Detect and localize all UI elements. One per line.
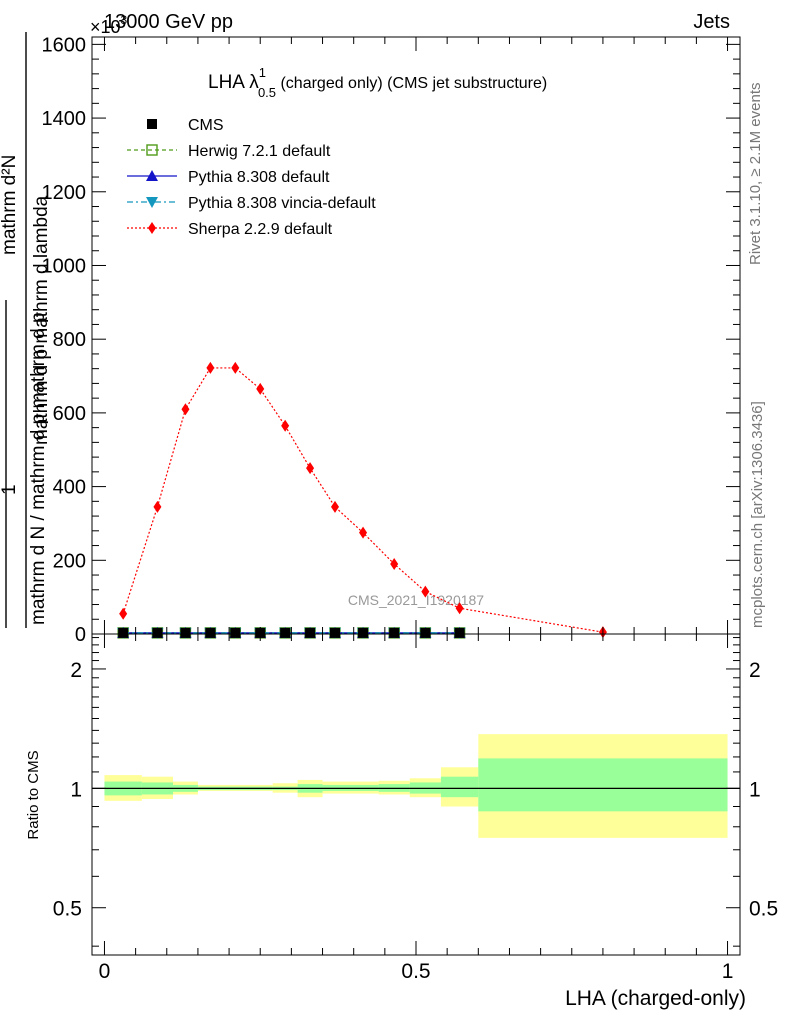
chart-title: LHA λ1 0.5 (charged only) (CMS jet substr… (208, 65, 547, 100)
legend-item: Herwig 7.2.1 default (127, 143, 331, 160)
y-tick-label: 1200 (42, 182, 87, 204)
y-tick-label: 1600 (42, 34, 87, 56)
x-tick-label: 0 (99, 960, 111, 983)
sherpa-marker (359, 526, 368, 539)
x-tick-label: 0.5 (401, 960, 430, 983)
cms-marker (280, 627, 291, 638)
cms-marker (118, 627, 129, 638)
legend-label: Pythia 8.308 vincia-default (188, 195, 376, 212)
legend-item: Pythia 8.308 default (127, 169, 330, 186)
ratio-inner-band (478, 758, 728, 812)
sherpa-marker (231, 361, 240, 374)
cms-marker (305, 627, 316, 638)
title-main: LHA λ (208, 72, 259, 93)
legend-item: Sherpa 2.2.9 default (127, 221, 333, 238)
ratio-bands (104, 734, 728, 838)
y-tick-label: 200 (53, 550, 86, 572)
herwig-marker (146, 144, 158, 156)
ratio-axes: 0.5 0.5 1 1 2 2 0 0.5 1 (53, 634, 778, 983)
process-label: Jets (693, 11, 730, 33)
main-y-axis-label: mathrm d²N mathrm d p mathrm d lambda 1 … (0, 32, 52, 628)
sherpa-marker (331, 500, 339, 513)
sherpa-marker (281, 419, 290, 432)
x-tick-label: 1 (722, 960, 734, 983)
ratio-y-tick-label: 2 (70, 659, 82, 682)
sherpa-marker (206, 361, 215, 374)
cms-marker (180, 627, 191, 638)
x-axis-label: LHA (charged-only) (565, 987, 746, 1010)
multiplier-exponent: 3 (121, 13, 128, 27)
series-1 (118, 627, 465, 638)
cms-marker (454, 627, 465, 638)
pythia-marker (146, 170, 158, 181)
ylabel-numerator-tail: mathrm d p mathrm d lambda (31, 195, 52, 445)
cms-marker (420, 627, 431, 638)
ratio-frame (91, 633, 741, 956)
sherpa-marker (181, 403, 190, 416)
rivet-label: Rivet 3.1.10, ≥ 2.1M events (747, 83, 764, 266)
sherpa-marker (119, 607, 128, 620)
sherpa-marker (306, 462, 315, 475)
y-tick-label: 1000 (42, 255, 87, 277)
sherpa-marker (421, 585, 430, 598)
legend-item: CMS (147, 117, 224, 134)
legend-label: Sherpa 2.2.9 default (188, 221, 333, 238)
cms-marker (358, 627, 369, 638)
legend-label: CMS (188, 117, 224, 134)
energy-label: 13000 GeV pp (104, 11, 233, 33)
ylabel-one: 1 (0, 484, 20, 495)
ratio-y-axis-label: Ratio to CMS (25, 750, 42, 839)
y-tick-label: 400 (53, 477, 86, 499)
y-tick-label: 800 (53, 329, 86, 351)
main-axes: 0 200 400 600 800 1000 1200 1400 1600 (42, 34, 740, 646)
sherpa-marker (153, 500, 162, 513)
cms-marker (147, 119, 157, 129)
y-tick-label: 0 (75, 624, 86, 646)
legend-item: Pythia 8.308 vincia-default (127, 195, 376, 212)
analysis-watermark: CMS_2021_I1920187 (348, 592, 484, 608)
title-superscript: 1 (259, 65, 266, 80)
sherpa-marker (148, 222, 156, 234)
ratio-y-tick-label-right: 1 (749, 778, 761, 801)
y-tick-label: 600 (53, 403, 86, 425)
cms-marker (230, 627, 241, 638)
ratio-panel: 0.5 0.5 1 1 2 2 0 0.5 1 Ratio to CMS LHA (charge… (25, 633, 778, 1010)
mcplots-label: mcplots.cern.ch [arXiv:1306.3436] (749, 401, 766, 628)
vincia-marker (146, 197, 158, 208)
y-tick-label: 1400 (42, 108, 87, 130)
main-panel: CMS_2021_I1920187 0 200 400 600 800 1000 1200 1… (0, 32, 741, 646)
ylabel-denominator: mathrm d N / mathrm d p mathrm d p (28, 312, 49, 625)
title-subscript: 0.5 (258, 85, 276, 100)
legend-label: Pythia 8.308 default (188, 169, 330, 186)
cms-marker (205, 627, 216, 638)
cms-marker (389, 627, 400, 638)
sherpa-marker (256, 382, 265, 395)
legend-label: Herwig 7.2.1 default (188, 143, 331, 160)
ratio-inner-band (440, 776, 479, 798)
series-line (122, 367, 604, 633)
series-5 (119, 361, 607, 639)
cms-marker (152, 627, 163, 638)
title-rest: (charged only) (CMS jet substructure) (276, 75, 547, 92)
sherpa-marker (455, 602, 464, 615)
legend: CMS Herwig 7.2.1 default Pythia 8.308 defa… (127, 117, 376, 238)
multiplier-label: ×103 (90, 13, 128, 37)
sherpa-marker (390, 557, 399, 570)
ratio-y-tick-label-right: 2 (749, 659, 761, 682)
ratio-y-tick-label: 0.5 (53, 898, 82, 921)
ratio-y-tick-label-right: 0.5 (749, 898, 778, 921)
ylabel-numerator: mathrm d²N (0, 155, 20, 255)
multiplier-base: ×10 (90, 17, 121, 37)
ratio-y-tick-label: 1 (70, 778, 82, 801)
cms-marker (330, 627, 340, 638)
